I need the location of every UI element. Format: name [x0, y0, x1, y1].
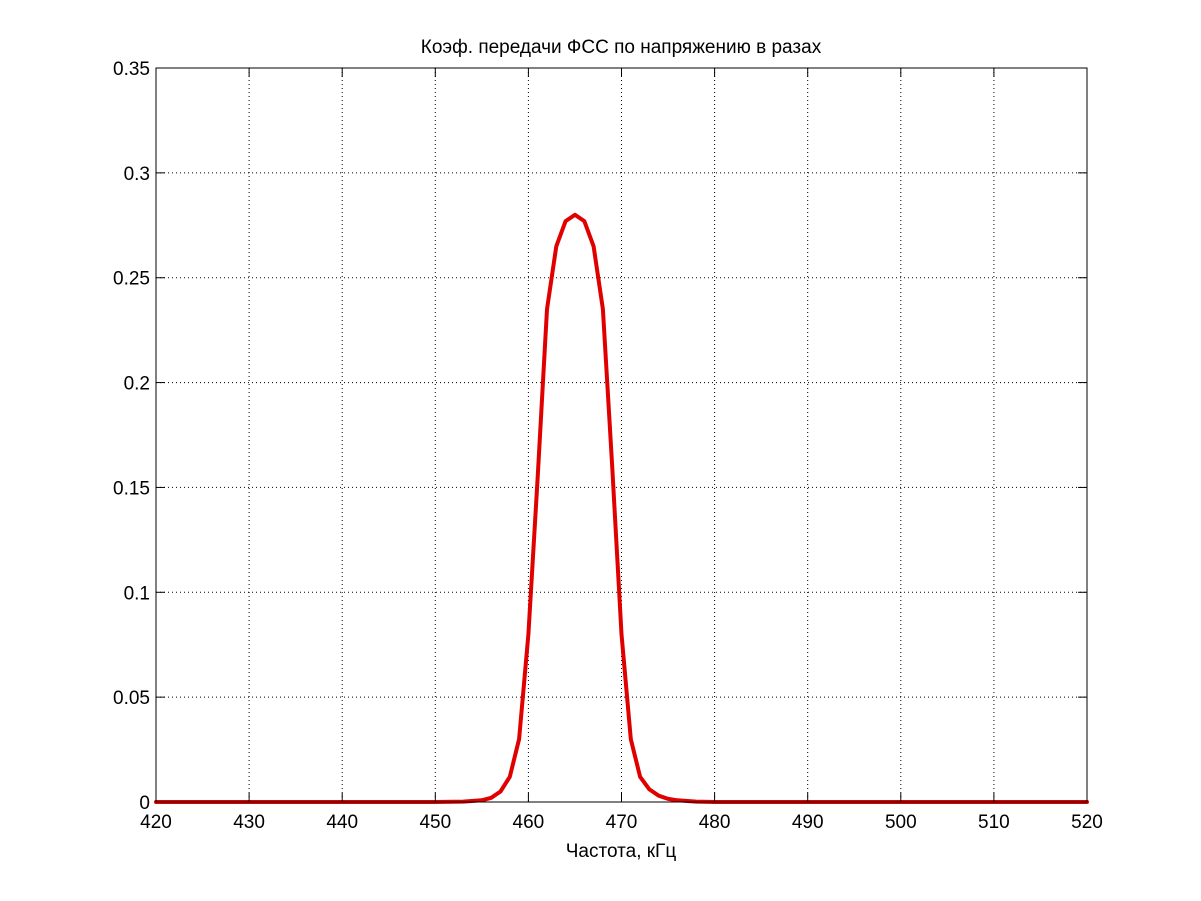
- y-tick-label: 0.1: [124, 583, 150, 604]
- y-tick-label: 0.25: [113, 269, 150, 290]
- x-tick-label: 510: [978, 812, 1010, 833]
- x-tick-label: 460: [513, 812, 545, 833]
- x-tick-label: 450: [419, 812, 451, 833]
- y-tick-label: 0.3: [124, 164, 150, 185]
- tick-labels: 420 430 440 450 460 470 480 490 500 510 520 0 0.05 0.…: [113, 59, 1103, 833]
- y-tick-label: 0.35: [113, 59, 150, 80]
- x-tick-label: 420: [140, 812, 172, 833]
- ticks: [155, 67, 1088, 803]
- y-tick-label: 0.05: [113, 688, 150, 709]
- x-tick-label: 480: [699, 812, 731, 833]
- series-layer: [154, 212, 1089, 804]
- y-tick-label: 0.15: [113, 478, 150, 499]
- y-tick-label: 0.2: [124, 374, 150, 395]
- x-tick-label: 490: [792, 812, 824, 833]
- x-tick-label: 520: [1071, 812, 1103, 833]
- x-tick-label: 470: [606, 812, 638, 833]
- x-axis-label: Частота, кГц: [566, 841, 677, 862]
- x-tick-label: 440: [326, 812, 358, 833]
- chart-title: Коэф. передачи ФСС по напряжению в разах: [421, 37, 822, 58]
- x-tick-label: 430: [233, 812, 265, 833]
- x-tick-label: 500: [885, 812, 917, 833]
- series-line: [154, 212, 1089, 804]
- y-tick-label: 0: [139, 793, 150, 814]
- plot-area: [156, 68, 1087, 802]
